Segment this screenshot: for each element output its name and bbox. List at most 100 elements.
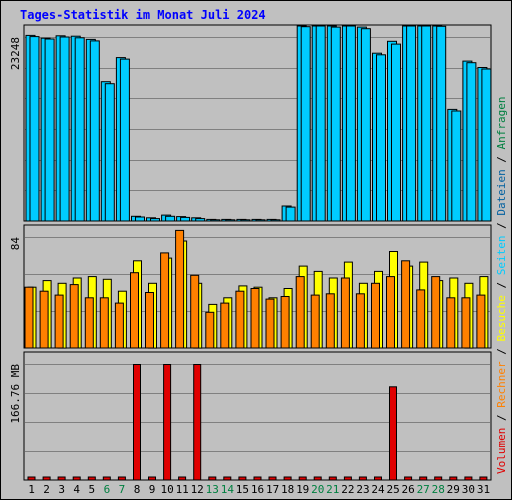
bar-volumen (389, 386, 397, 481)
bar-rechner (69, 284, 79, 349)
bar-dateien (421, 25, 432, 222)
bar-rechner (265, 298, 275, 349)
bar-rechner (446, 297, 456, 349)
y-axis-max-label: 23248 (9, 37, 22, 70)
bar-dateien (29, 36, 40, 222)
y-axis-max-label: 84 (9, 237, 22, 251)
bar-rechner (205, 311, 215, 349)
x-tick-label: 2 (43, 483, 50, 496)
panel-frame (23, 351, 492, 481)
bar-rechner (431, 276, 441, 349)
bar-volumen (193, 364, 202, 481)
bar-volumen (253, 476, 262, 481)
bar-rechner (386, 276, 395, 349)
legend-separator: / (495, 149, 508, 169)
bar-rechner (160, 252, 170, 349)
x-tick-label: 30 (462, 483, 475, 496)
x-tick-label: 9 (149, 483, 156, 496)
bar-volumen (374, 476, 382, 481)
bar-dateien (330, 26, 341, 222)
bar-dateien (481, 68, 492, 222)
x-tick-label: 3 (58, 483, 65, 496)
bar-dateien (376, 54, 386, 222)
x-tick-label: 14 (221, 483, 235, 496)
bar-dateien (391, 43, 401, 222)
bar-dateien (89, 40, 100, 222)
bar-volumen (42, 476, 51, 481)
bar-dateien (44, 38, 55, 222)
legend-dateien: Dateien (495, 169, 508, 215)
bar-rechner (235, 290, 245, 349)
legend-volumen: Volumen (495, 428, 508, 474)
bar-volumen (148, 476, 156, 481)
bar-rechner (325, 293, 335, 349)
bar-rechner (371, 282, 380, 349)
bar-volumen (223, 476, 232, 481)
chart-title: Tages-Statistik im Monat Juli 2024 (20, 8, 266, 22)
x-tick-label: 11 (176, 483, 189, 496)
bar-rechner (355, 293, 365, 349)
bar-dateien (451, 110, 462, 222)
bar-dateien (195, 218, 206, 222)
bar-dateien (360, 28, 371, 222)
bar-volumen (283, 476, 292, 481)
bar-dateien (59, 36, 70, 222)
chart-panels: 23248 84 166.76 MB (9, 24, 492, 481)
x-tick-label: 20 (311, 483, 324, 496)
bar-rechner (84, 297, 94, 349)
x-tick-label: 8 (134, 483, 141, 496)
x-tick-label: 4 (73, 483, 80, 496)
bar-rechner (54, 294, 64, 349)
bar-volumen (268, 476, 277, 481)
bar-dateien (74, 37, 85, 222)
x-tick-label: 29 (447, 483, 460, 496)
x-tick-label: 23 (356, 483, 369, 496)
legend-rechner: Rechner (495, 361, 508, 408)
bar-dateien (225, 219, 236, 222)
x-tick-label: 1 (28, 483, 35, 496)
x-tick-label: 12 (191, 483, 204, 496)
bar-volumen (238, 476, 247, 481)
bar-rechner (145, 292, 154, 349)
bar-dateien (436, 25, 447, 222)
bar-rechner (280, 296, 290, 349)
bar-volumen (133, 364, 141, 481)
x-tick-label: 16 (251, 483, 264, 496)
x-tick-label: 28 (432, 483, 445, 496)
bar-volumen (298, 476, 307, 481)
x-tick-label: 6 (104, 483, 111, 496)
y-axis-max-label: 166.76 MB (9, 364, 22, 424)
bar-volumen (87, 476, 96, 481)
x-tick-label: 15 (236, 483, 249, 496)
bar-dateien (210, 219, 221, 222)
bar-rechner (476, 294, 486, 349)
legend-besuche: Besuche (495, 295, 508, 341)
legend-anfragen: Anfragen (495, 96, 508, 149)
legend-separator: / (495, 408, 508, 428)
x-tick-label: 19 (296, 483, 309, 496)
bar-volumen (434, 476, 443, 481)
x-tick-label: 7 (119, 483, 126, 496)
bar-dateien (119, 58, 130, 222)
bar-rechner (340, 277, 350, 349)
bar-dateien (466, 62, 477, 222)
legend-seiten: Seiten (495, 236, 508, 276)
bar-volumen (178, 476, 187, 481)
x-tick-label: 10 (160, 483, 173, 496)
bar-dateien (406, 25, 417, 222)
panel-visits: 84 (9, 224, 492, 349)
panel-volume: 166.76 MB (9, 351, 492, 481)
bar-rechner (401, 260, 411, 349)
bar-volumen (479, 476, 488, 481)
x-tick-label: 18 (281, 483, 294, 496)
bar-dateien (150, 218, 160, 222)
bar-rechner (220, 302, 230, 349)
bar-dateien (135, 216, 145, 222)
bar-rechner (39, 290, 49, 349)
x-tick-label: 5 (88, 483, 95, 496)
bar-volumen (117, 476, 126, 481)
bar-volumen (163, 364, 172, 481)
bar-volumen (72, 476, 81, 481)
